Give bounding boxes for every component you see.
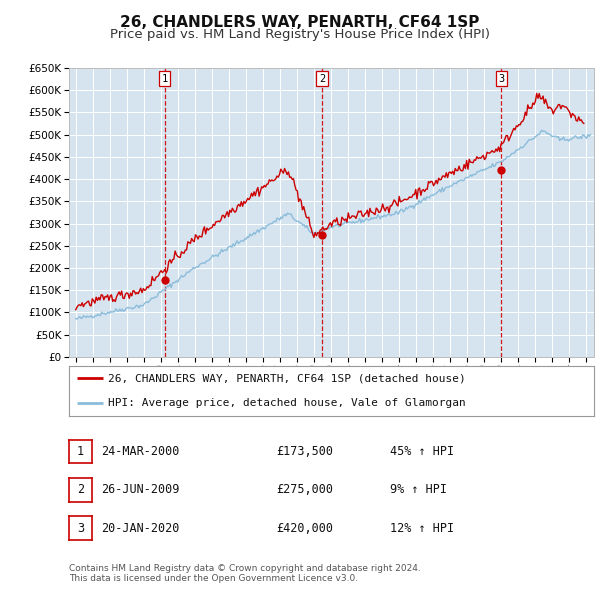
- Text: 3: 3: [77, 522, 84, 535]
- Text: 9% ↑ HPI: 9% ↑ HPI: [390, 483, 447, 496]
- Text: Price paid vs. HM Land Registry's House Price Index (HPI): Price paid vs. HM Land Registry's House …: [110, 28, 490, 41]
- Text: 24-MAR-2000: 24-MAR-2000: [101, 445, 179, 458]
- Text: £420,000: £420,000: [276, 522, 333, 535]
- Text: 1: 1: [161, 74, 168, 84]
- Text: £275,000: £275,000: [276, 483, 333, 496]
- Text: 1: 1: [77, 445, 84, 458]
- Text: £173,500: £173,500: [276, 445, 333, 458]
- Text: 26, CHANDLERS WAY, PENARTH, CF64 1SP (detached house): 26, CHANDLERS WAY, PENARTH, CF64 1SP (de…: [109, 373, 466, 384]
- Text: 45% ↑ HPI: 45% ↑ HPI: [390, 445, 454, 458]
- Text: 3: 3: [498, 74, 505, 84]
- Text: Contains HM Land Registry data © Crown copyright and database right 2024.
This d: Contains HM Land Registry data © Crown c…: [69, 563, 421, 583]
- Text: 2: 2: [77, 483, 84, 496]
- Text: 26, CHANDLERS WAY, PENARTH, CF64 1SP: 26, CHANDLERS WAY, PENARTH, CF64 1SP: [121, 15, 479, 30]
- Text: 26-JUN-2009: 26-JUN-2009: [101, 483, 179, 496]
- Text: 20-JAN-2020: 20-JAN-2020: [101, 522, 179, 535]
- Text: HPI: Average price, detached house, Vale of Glamorgan: HPI: Average price, detached house, Vale…: [109, 398, 466, 408]
- Text: 12% ↑ HPI: 12% ↑ HPI: [390, 522, 454, 535]
- Text: 2: 2: [319, 74, 325, 84]
